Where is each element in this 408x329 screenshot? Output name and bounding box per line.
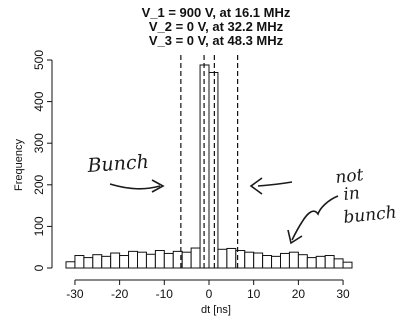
bars-group (65, 64, 353, 269)
y-tick-label-0: 0 (32, 264, 46, 271)
x-tick-label-6: 30 (336, 287, 350, 301)
histogram-bar-31 (342, 261, 353, 269)
arrow-not-in-bunch (291, 195, 339, 241)
x-axis-label: dt [ns] (201, 304, 231, 316)
histogram-bar-8 (137, 251, 147, 269)
histogram-bar-25 (288, 251, 299, 269)
handwritten-annotations: Bunch not in bunch (86, 151, 397, 245)
arrowhead-not-in-bunch (287, 229, 303, 245)
title-line-2: V_2 = 0 V, at 32.2 MHz (149, 19, 284, 34)
histogram-bar-5 (110, 252, 121, 269)
axes-group: 0 100 200 300 400 500 -30 -20 -10 0 10 20 30 (32, 50, 350, 301)
histogram-bar-1 (74, 255, 85, 269)
histogram-bar-20 (244, 251, 255, 269)
y-tick-label-5: 500 (32, 50, 46, 70)
title-line-1: V_1 = 900 V, at 16.1 MHz (142, 5, 291, 20)
title-line-3: V_3 = 0 V, at 48.3 MHz (149, 33, 284, 48)
histogram-bar-16 (208, 71, 219, 269)
histogram-bar-21 (253, 252, 264, 269)
histogram-bar-2 (83, 257, 94, 269)
histogram-bar-0 (65, 261, 76, 269)
y-tick-label-2: 200 (32, 174, 46, 194)
histogram-bar-11 (163, 252, 174, 269)
histogram-bar-6 (119, 255, 130, 269)
histogram-bar-9 (145, 253, 156, 269)
histogram-bar-23 (271, 255, 281, 269)
histogram-bar-17 (217, 248, 228, 269)
x-tick-label-2: -10 (156, 287, 174, 301)
y-tick-label-4: 400 (32, 91, 46, 111)
histogram-bar-18 (226, 247, 237, 269)
histogram-bar-29 (324, 255, 335, 269)
annotation-in: in (342, 183, 360, 205)
y-tick-label-3: 300 (32, 133, 46, 153)
arrowhead-bunch (151, 179, 165, 193)
histogram-bar-30 (333, 258, 344, 269)
histogram-bar-7 (128, 250, 138, 269)
histogram-bar-4 (101, 255, 112, 269)
histogram-bar-14 (190, 247, 201, 269)
arrow-right-bracket (257, 181, 293, 187)
x-tick-label-0: -30 (66, 287, 84, 301)
annotation-bunch-2: bunch (342, 203, 397, 228)
x-tick-label-3: 0 (206, 287, 213, 301)
histogram-bar-27 (306, 257, 317, 269)
histogram-bar-24 (280, 252, 290, 269)
arrowhead-right-bracket (249, 177, 263, 195)
x-tick-label-5: 20 (292, 287, 306, 301)
y-axis-label: Frequency (13, 139, 25, 191)
arrow-bunch (109, 183, 161, 190)
histogram-bar-26 (297, 254, 308, 269)
dashed-lines-group (180, 55, 239, 270)
annotation-bunch: Bunch (86, 151, 150, 177)
histogram-bar-22 (262, 255, 273, 269)
annotation-not: not (334, 165, 364, 188)
y-tick-label-1: 100 (32, 216, 46, 236)
x-tick-label-4: 10 (247, 287, 261, 301)
histogram-bar-10 (154, 250, 165, 269)
histogram-bar-13 (181, 251, 192, 269)
x-tick-label-1: -20 (111, 287, 129, 301)
histogram-bar-3 (92, 254, 103, 269)
histogram-bar-28 (315, 255, 326, 269)
